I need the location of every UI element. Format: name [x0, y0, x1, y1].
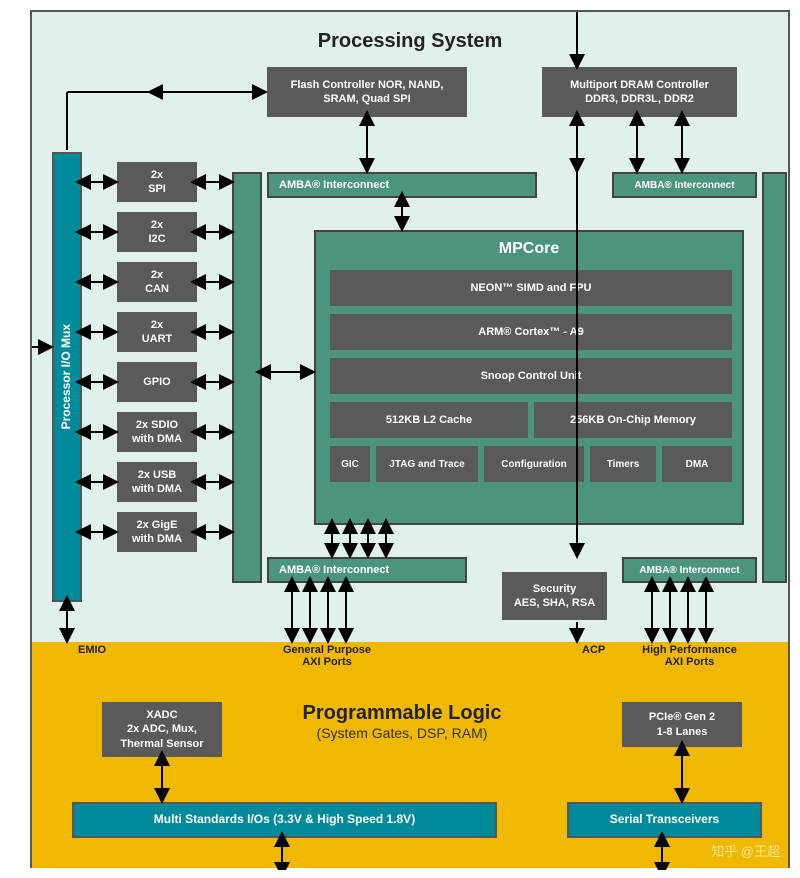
- amba-top-left: AMBA® Interconnect: [267, 172, 537, 198]
- dram-controller: Multiport DRAM Controller DDR3, DDR3L, D…: [542, 67, 737, 117]
- emio-label: EMIO: [78, 644, 106, 656]
- security-block: Security AES, SHA, RSA: [502, 572, 607, 620]
- mpcore-title: MPCore: [316, 240, 742, 258]
- watermark: 知乎 @王超: [711, 841, 780, 860]
- interconnect-vbar-left: [232, 172, 262, 583]
- periph-2x-uart: 2x UART: [117, 312, 197, 352]
- periph-2x-sdio-with-dma: 2x SDIO with DMA: [117, 412, 197, 452]
- xadc-block: XADC 2x ADC, Mux, Thermal Sensor: [102, 702, 222, 757]
- interconnect-vbar-right: [762, 172, 787, 583]
- periph-2x-can: 2x CAN: [117, 262, 197, 302]
- mpcore-config: Configuration: [484, 446, 584, 482]
- acp-label: ACP: [582, 644, 605, 656]
- amba-top-right: AMBA® Interconnect: [612, 172, 757, 198]
- diagram-container: Processing System Processor I/O Mux 2x S…: [30, 10, 790, 868]
- pl-subtitle: (System Gates, DSP, RAM): [252, 725, 552, 741]
- mpcore-gic: GIC: [330, 446, 370, 482]
- periph-2x-gige-with-dma: 2x GigE with DMA: [117, 512, 197, 552]
- mpcore-timers: Timers: [590, 446, 656, 482]
- mpcore-onchip: 256KB On-Chip Memory: [534, 402, 732, 438]
- mpcore-neon: NEON™ SIMD and FPU: [330, 270, 732, 306]
- periph-gpio: GPIO: [117, 362, 197, 402]
- amba-bot-left: AMBA® Interconnect: [267, 557, 467, 583]
- mpcore-jtag: JTAG and Trace: [376, 446, 478, 482]
- pl-title: Programmable Logic: [252, 702, 552, 725]
- mpcore-cortex: ARM® Cortex™ - A9: [330, 314, 732, 350]
- ps-title: Processing System: [32, 30, 788, 53]
- io-mux: Processor I/O Mux: [52, 152, 82, 602]
- msio-bar: Multi Standards I/Os (3.3V & High Speed …: [72, 802, 497, 838]
- mpcore-dma: DMA: [662, 446, 732, 482]
- mpcore: MPCore NEON™ SIMD and FPU ARM® Cortex™ -…: [314, 230, 744, 525]
- flash-controller: Flash Controller NOR, NAND, SRAM, Quad S…: [267, 67, 467, 117]
- mpcore-snoop: Snoop Control Unit: [330, 358, 732, 394]
- pcie-block: PCIe® Gen 2 1-8 Lanes: [622, 702, 742, 747]
- periph-2x-spi: 2x SPI: [117, 162, 197, 202]
- gp-axi-label: General Purpose AXI Ports: [267, 644, 387, 668]
- pl-title-group: Programmable Logic (System Gates, DSP, R…: [252, 702, 552, 741]
- periph-2x-i2c: 2x I2C: [117, 212, 197, 252]
- amba-bot-right: AMBA® Interconnect: [622, 557, 757, 583]
- periph-2x-usb-with-dma: 2x USB with DMA: [117, 462, 197, 502]
- hp-axi-label: High Performance AXI Ports: [622, 644, 757, 668]
- mpcore-l2: 512KB L2 Cache: [330, 402, 528, 438]
- serial-bar: Serial Transceivers: [567, 802, 762, 838]
